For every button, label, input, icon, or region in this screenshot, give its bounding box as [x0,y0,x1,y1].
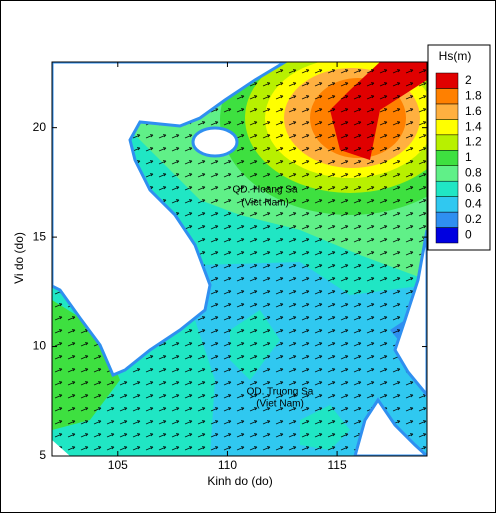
colorbar-label: 1 [465,150,472,164]
colorbar-label: 0.8 [465,166,482,180]
x-axis-label: Kinh do (do) [207,474,272,488]
colorbar-swatch [435,180,459,197]
annotation: (Viet Nam) [256,399,304,410]
colorbar-swatch [435,211,459,228]
colorbar-label: 1.6 [465,104,482,118]
colorbar-swatch [435,72,459,89]
colorbar-label: 1.2 [465,135,482,149]
annotation: QD. Truong Sa [247,387,314,398]
colorbar-swatch [435,119,459,136]
plot-frame [51,61,428,457]
colorbar-label: 0.2 [465,212,482,226]
annotation: (Viet Nam) [241,198,289,209]
colorbar-swatch [435,150,459,166]
colorbar-title: Hs(m) [439,49,472,63]
colorbar-swatch [435,165,459,182]
x-tick-label: 115 [328,458,347,472]
y-tick-label: 10 [33,339,47,353]
wave-field [52,62,427,456]
annotation: QD. Hoang Sa [232,185,297,196]
x-tick-label: 110 [218,458,237,472]
y-tick-label: 20 [33,120,47,134]
colorbar-swatch [435,88,459,105]
colorbar-swatch [435,103,459,120]
colorbar-swatch [435,227,459,244]
colorbar-label: 0.6 [465,181,482,195]
colorbar-label: 1.4 [465,119,482,133]
y-tick-label: 5 [39,448,46,462]
colorbar-label: 2 [465,73,472,87]
colorbar-label: 1.8 [465,88,482,102]
x-tick-label: 105 [108,458,128,472]
colorbar-label: 0 [465,227,472,241]
y-axis-label: Vi do (do) [12,232,26,284]
colorbar-label: 0.4 [465,197,482,211]
y-tick-label: 15 [33,229,47,243]
colorbar-swatch [435,134,459,151]
colorbar-swatch [435,196,459,213]
